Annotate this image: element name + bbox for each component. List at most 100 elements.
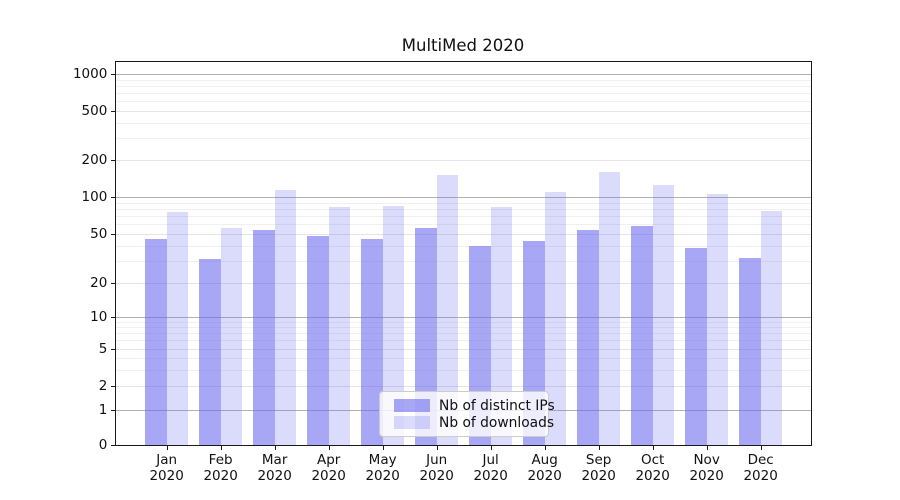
x-tick-mark bbox=[544, 445, 546, 450]
x-tick-label-jul: Jul 2020 bbox=[473, 451, 508, 485]
minor-gridline bbox=[116, 327, 811, 329]
x-tick-label-may: May 2020 bbox=[365, 451, 400, 485]
x-tick-mark bbox=[652, 445, 654, 450]
major-gridline bbox=[116, 316, 811, 318]
x-tick-mark bbox=[760, 445, 762, 450]
y-tick-label: 5 bbox=[98, 340, 108, 357]
mid-gridline bbox=[116, 282, 811, 284]
bar-downloads-aug bbox=[544, 191, 567, 445]
mid-gridline bbox=[116, 160, 811, 162]
minor-gridline bbox=[116, 86, 811, 88]
minor-gridline bbox=[116, 123, 811, 125]
y-tick-mark bbox=[111, 386, 116, 388]
y-tick-mark bbox=[111, 233, 116, 235]
mid-gridline bbox=[116, 111, 811, 113]
x-tick-label-apr: Apr 2020 bbox=[311, 451, 346, 485]
y-tick-label: 2 bbox=[98, 378, 108, 395]
x-tick-mark bbox=[274, 445, 276, 450]
bar-distinct-ips-apr bbox=[307, 235, 329, 445]
legend-swatch-downloads bbox=[394, 416, 430, 429]
minor-gridline bbox=[116, 202, 811, 204]
minor-gridline bbox=[116, 93, 811, 95]
major-gridline bbox=[116, 196, 811, 198]
x-tick-mark bbox=[328, 445, 330, 450]
bar-downloads-jan bbox=[166, 212, 189, 445]
plot-area: 0 1 2 5 10 20 50 100 200 500 1000 Jan 2020 Feb 2020 M… bbox=[73, 60, 812, 484]
x-tick-label-oct: Oct 2020 bbox=[635, 451, 670, 485]
x-tick-mark bbox=[382, 445, 384, 450]
legend-swatch-distinct-ips bbox=[394, 399, 430, 412]
bar-distinct-ips-oct bbox=[631, 225, 653, 445]
legend-entry-downloads: Nb of downloads bbox=[394, 415, 554, 431]
x-tick-label-jun: Jun 2020 bbox=[419, 451, 454, 485]
bar-downloads-jun bbox=[436, 175, 459, 445]
y-tick-mark bbox=[111, 74, 116, 76]
y-tick-label: 500 bbox=[81, 103, 108, 120]
bar-distinct-ips-feb bbox=[199, 259, 221, 445]
legend-label: Nb of downloads bbox=[439, 414, 555, 431]
x-tick-label-dec: Dec 2020 bbox=[743, 451, 778, 485]
x-tick-mark bbox=[598, 445, 600, 450]
x-tick-label-jan: Jan 2020 bbox=[149, 451, 184, 485]
y-tick-label: 50 bbox=[90, 225, 108, 242]
minor-gridline bbox=[116, 101, 811, 103]
mid-gridline bbox=[116, 348, 811, 350]
minor-gridline bbox=[116, 79, 811, 81]
x-tick-mark bbox=[436, 445, 438, 450]
bar-downloads-may bbox=[382, 205, 405, 445]
y-tick-mark bbox=[111, 410, 116, 412]
y-tick-mark bbox=[111, 444, 116, 446]
x-tick-mark bbox=[706, 445, 708, 450]
legend-label: Nb of distinct IPs bbox=[439, 397, 555, 414]
bar-distinct-ips-jan bbox=[145, 239, 167, 445]
bar-downloads-oct bbox=[652, 184, 675, 445]
minor-gridline bbox=[116, 369, 811, 371]
bar-distinct-ips-jun bbox=[415, 227, 437, 445]
x-tick-label-sep: Sep 2020 bbox=[581, 451, 616, 485]
y-tick-mark bbox=[111, 348, 116, 350]
bar-distinct-ips-sep bbox=[577, 229, 599, 445]
minor-gridline bbox=[116, 215, 811, 217]
minor-gridline bbox=[116, 138, 811, 140]
y-tick-mark bbox=[111, 282, 116, 284]
y-tick-mark bbox=[111, 160, 116, 162]
y-tick-label: 100 bbox=[81, 188, 108, 205]
legend-entry-distinct-ips: Nb of distinct IPs bbox=[394, 398, 555, 414]
major-gridline bbox=[116, 74, 811, 76]
y-tick-mark bbox=[111, 196, 116, 198]
x-tick-mark bbox=[490, 445, 492, 450]
bar-downloads-apr bbox=[328, 207, 351, 445]
bar-distinct-ips-mar bbox=[253, 229, 275, 445]
x-tick-label-aug: Aug 2020 bbox=[527, 451, 562, 485]
mid-gridline bbox=[116, 386, 811, 388]
x-tick-mark bbox=[166, 445, 168, 450]
bar-distinct-ips-nov bbox=[685, 248, 707, 445]
y-tick-label: 200 bbox=[81, 152, 108, 169]
minor-gridline bbox=[116, 321, 811, 323]
y-tick-label: 1000 bbox=[72, 66, 108, 83]
bar-downloads-sep bbox=[598, 171, 621, 445]
minor-gridline bbox=[116, 245, 811, 247]
minor-gridline bbox=[116, 261, 811, 262]
minor-gridline bbox=[116, 333, 811, 335]
y-tick-label: 1 bbox=[98, 402, 108, 419]
legend-box: Nb of distinct IPs Nb of downloads bbox=[379, 390, 555, 437]
bar-downloads-feb bbox=[220, 227, 243, 445]
y-tick-label: 20 bbox=[90, 274, 108, 291]
y-tick-label: 10 bbox=[90, 308, 108, 325]
minor-gridline bbox=[116, 357, 811, 359]
minor-gridline bbox=[116, 224, 811, 226]
x-tick-label-mar: Mar 2020 bbox=[257, 451, 292, 485]
minor-gridline bbox=[116, 340, 811, 342]
x-tick-label-nov: Nov 2020 bbox=[689, 451, 724, 485]
bar-distinct-ips-may bbox=[361, 239, 383, 445]
mid-gridline bbox=[116, 233, 811, 235]
minor-gridline bbox=[116, 208, 811, 210]
chart-title: MultiMed 2020 bbox=[401, 36, 525, 55]
y-tick-mark bbox=[111, 111, 116, 113]
bar-downloads-nov bbox=[706, 193, 729, 445]
x-tick-label-feb: Feb 2020 bbox=[203, 451, 238, 485]
bar-downloads-dec bbox=[760, 210, 783, 445]
y-tick-label: 0 bbox=[98, 436, 108, 453]
